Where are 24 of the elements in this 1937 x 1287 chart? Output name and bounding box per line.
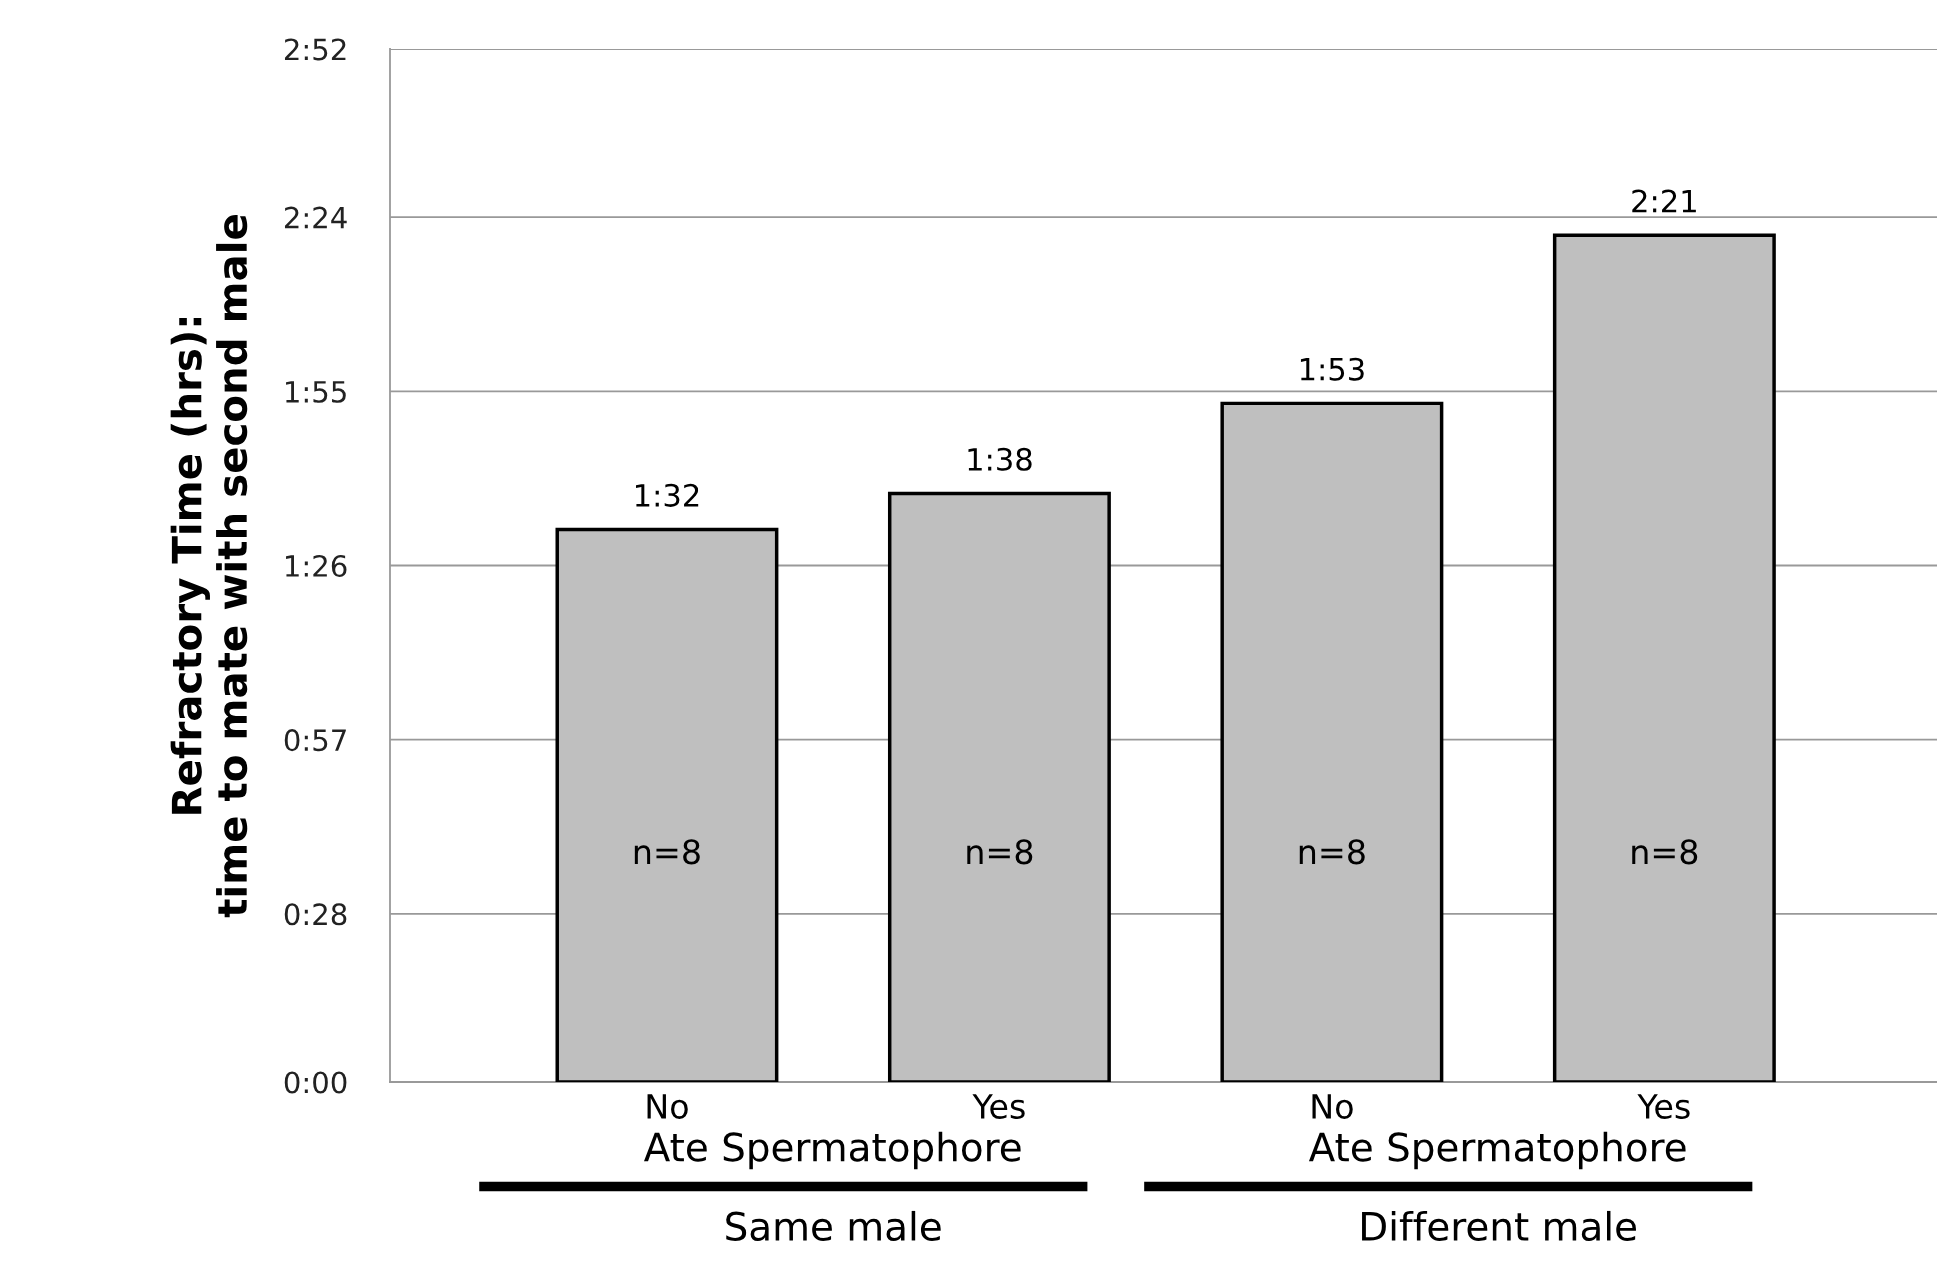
data-label: 2:21 bbox=[1632, 189, 1696, 213]
y-tick-label: 0:57 bbox=[284, 729, 346, 752]
x-tick-label: No bbox=[1312, 1094, 1353, 1119]
annotation: n=8 bbox=[967, 839, 1033, 865]
data-label: 1:38 bbox=[968, 447, 1032, 471]
y-tick-label: 0:28 bbox=[284, 903, 347, 926]
annotation: n=8 bbox=[1632, 839, 1698, 865]
x-tick-label: No bbox=[647, 1094, 688, 1119]
data-label: 1:53 bbox=[1300, 357, 1364, 381]
x-tick-label: Yes bbox=[972, 1094, 1025, 1119]
annotation: n=8 bbox=[634, 839, 700, 865]
text: Ate Spermatophore bbox=[1308, 1131, 1686, 1170]
data-label: 1:32 bbox=[636, 483, 699, 507]
text: Different male bbox=[1362, 1210, 1636, 1242]
x-tick-label: Yes bbox=[1637, 1094, 1690, 1119]
y-tick-label: 1:26 bbox=[286, 554, 347, 578]
y-tick-label: 2:52 bbox=[284, 38, 346, 61]
y-axis-title: Refractory Time (hrs): time to mate with second male bbox=[170, 215, 248, 918]
y-tick-label: 0:00 bbox=[284, 1071, 347, 1094]
annotation: n=8 bbox=[1299, 839, 1365, 865]
text: Ate Spermatophore bbox=[644, 1131, 1021, 1170]
y-tick-label: 1:55 bbox=[286, 381, 346, 403]
text: Same male bbox=[726, 1210, 941, 1242]
y-tick-label: 2:24 bbox=[284, 206, 347, 229]
